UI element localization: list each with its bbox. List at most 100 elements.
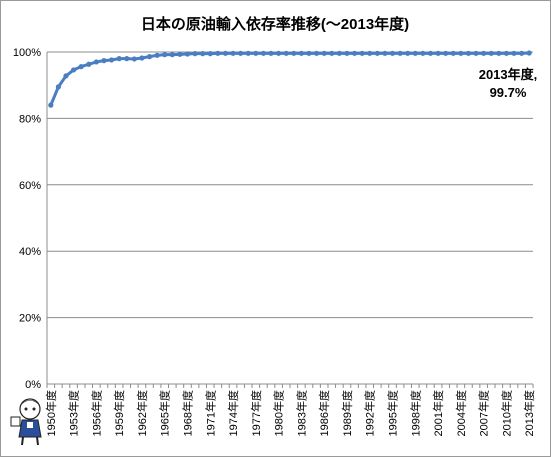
x-tick-label: 1992年度 — [363, 390, 377, 436]
data-point — [321, 50, 327, 56]
data-point — [435, 50, 441, 56]
x-axis-ticks: 1950年度 1953年度 1956年度 1959年度 1962年度 1965年度 1968… — [44, 384, 536, 436]
data-point — [465, 50, 472, 56]
data-point — [222, 50, 229, 56]
data-point — [397, 50, 403, 56]
chart-title: 日本の原油輸入依存率推移(～2013年度) — [141, 15, 409, 33]
data-point — [116, 56, 122, 62]
x-tick-label: 2010年度 — [499, 390, 513, 436]
x-tick-label: 1974年度 — [226, 390, 240, 436]
y-axis-ticks: 0% 20% 40% 60% 80% 100% — [13, 47, 41, 391]
y-tick-label: 0% — [25, 379, 41, 391]
data-point — [313, 50, 320, 56]
data-point — [496, 50, 502, 56]
x-tick-label: 1956年度 — [89, 390, 103, 436]
gridlines — [46, 51, 533, 385]
data-point — [139, 55, 145, 61]
data-point — [503, 50, 510, 56]
x-tick-label: 1983年度 — [294, 390, 308, 436]
x-tick-label: 1968年度 — [180, 390, 194, 436]
data-point — [260, 50, 267, 56]
x-tick-label: 1977年度 — [249, 390, 263, 436]
series-points — [48, 50, 532, 108]
data-point — [200, 51, 206, 57]
data-point — [86, 61, 92, 67]
data-point — [488, 50, 494, 56]
data-point — [169, 52, 175, 58]
annotation-value-label: 99.7% — [490, 85, 527, 100]
data-point — [291, 50, 297, 56]
series-line — [49, 51, 530, 106]
data-point — [298, 50, 304, 56]
data-point — [108, 57, 115, 63]
data-point — [230, 50, 236, 56]
data-point — [367, 50, 373, 56]
data-point — [420, 50, 426, 56]
data-point — [336, 50, 342, 56]
x-tick-label: 2004年度 — [454, 390, 468, 436]
data-point — [207, 51, 213, 57]
data-point — [162, 52, 168, 58]
data-point — [268, 50, 274, 56]
x-tick-label: 1998年度 — [408, 390, 422, 436]
x-tick-label: 1950年度 — [44, 390, 58, 436]
y-tick-label: 100% — [13, 47, 41, 59]
data-point — [405, 50, 411, 56]
x-tick-label: 1980年度 — [272, 390, 286, 436]
data-point — [124, 56, 130, 62]
x-tick-label: 1989年度 — [340, 390, 354, 436]
data-point — [458, 50, 464, 56]
annotation-year-label: 2013年度, — [479, 67, 538, 82]
data-point — [526, 50, 532, 56]
data-point — [382, 50, 388, 56]
data-point — [101, 58, 107, 64]
data-point — [519, 50, 525, 56]
data-point — [177, 51, 183, 57]
data-point — [374, 50, 380, 56]
x-tick-label: 2013年度 — [522, 390, 536, 436]
data-point — [93, 59, 99, 65]
data-point — [48, 102, 54, 108]
x-tick-label: 1959年度 — [112, 390, 126, 436]
data-point — [184, 51, 191, 57]
data-point — [238, 50, 244, 56]
y-tick-label: 60% — [19, 180, 41, 192]
data-point — [215, 50, 221, 56]
x-tick-label: 1971年度 — [203, 390, 217, 436]
x-tick-label: 2007年度 — [477, 390, 491, 436]
data-point — [283, 50, 289, 56]
data-point — [146, 54, 153, 60]
data-point — [443, 50, 449, 56]
y-tick-label: 80% — [19, 113, 41, 125]
data-point — [276, 50, 282, 56]
data-point — [351, 50, 358, 56]
x-tick-label: 1953年度 — [67, 390, 81, 436]
data-point — [427, 50, 434, 56]
data-point — [473, 50, 479, 56]
data-point — [329, 50, 335, 56]
mascot-icon — [10, 398, 42, 446]
data-point — [245, 50, 251, 56]
data-point — [511, 50, 517, 56]
data-point — [78, 64, 84, 70]
x-tick-label: 1986年度 — [317, 390, 331, 436]
data-point — [481, 50, 487, 56]
data-point — [154, 52, 160, 58]
x-tick-label: 1995年度 — [386, 390, 400, 436]
x-tick-label: 1962年度 — [135, 390, 149, 436]
y-tick-label: 20% — [19, 313, 41, 325]
data-point — [63, 73, 69, 79]
data-point — [70, 67, 77, 73]
data-point — [389, 50, 396, 56]
data-point — [131, 56, 137, 62]
data-point — [359, 50, 365, 56]
data-point — [55, 84, 61, 90]
data-point — [192, 51, 198, 57]
data-point — [306, 50, 312, 56]
data-point — [253, 50, 259, 56]
x-tick-label: 1965年度 — [158, 390, 172, 436]
data-point — [412, 50, 418, 56]
x-tick-label: 2001年度 — [431, 390, 445, 436]
